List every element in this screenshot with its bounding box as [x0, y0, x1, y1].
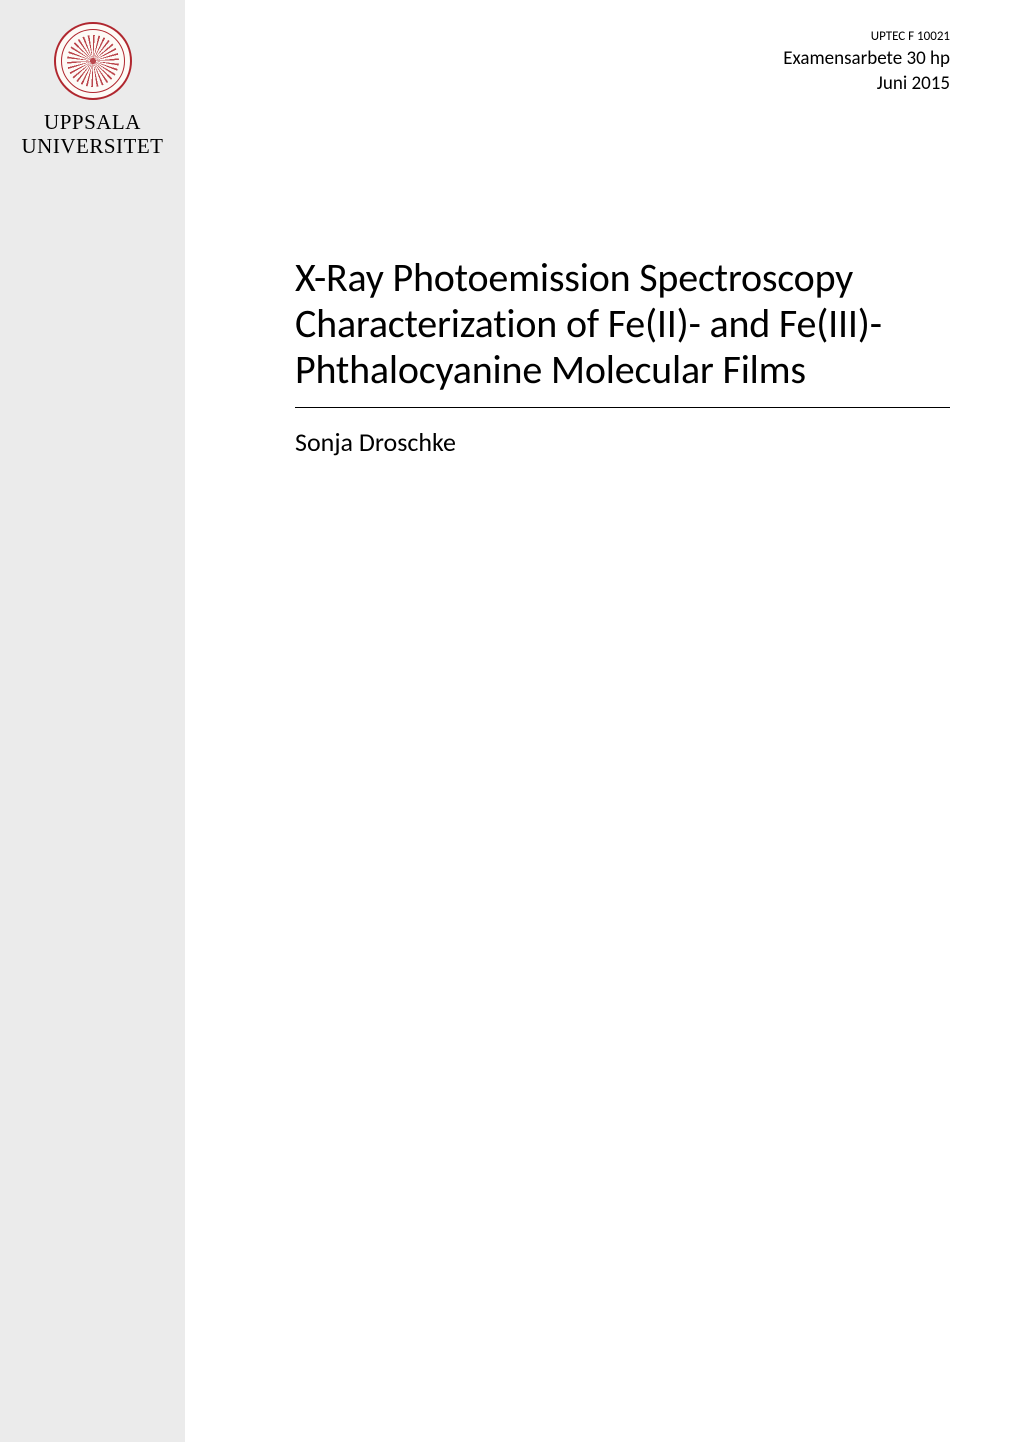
- date-line: Juni 2015: [783, 71, 950, 97]
- institution-name: UPPSALA UNIVERSITET: [22, 110, 164, 158]
- header-metadata: UPTEC F 10021 Examensarbete 30 hp Juni 2…: [783, 28, 950, 97]
- title-rule: [295, 407, 950, 408]
- report-code: UPTEC F 10021: [783, 28, 950, 46]
- seal-inner-pattern: [67, 35, 119, 87]
- institution-line-2: UNIVERSITET: [22, 134, 164, 158]
- sidebar: UPPSALA UNIVERSITET: [0, 0, 185, 1442]
- university-seal-icon: [54, 22, 132, 100]
- main-content: UPTEC F 10021 Examensarbete 30 hp Juni 2…: [185, 0, 1020, 1442]
- title-block: X-Ray Photoemission Spectroscopy Charact…: [295, 255, 950, 458]
- credits-line: Examensarbete 30 hp: [783, 46, 950, 72]
- institution-line-1: UPPSALA: [44, 110, 141, 134]
- document-title: X-Ray Photoemission Spectroscopy Charact…: [295, 255, 950, 393]
- author-name: Sonja Droschke: [295, 426, 950, 458]
